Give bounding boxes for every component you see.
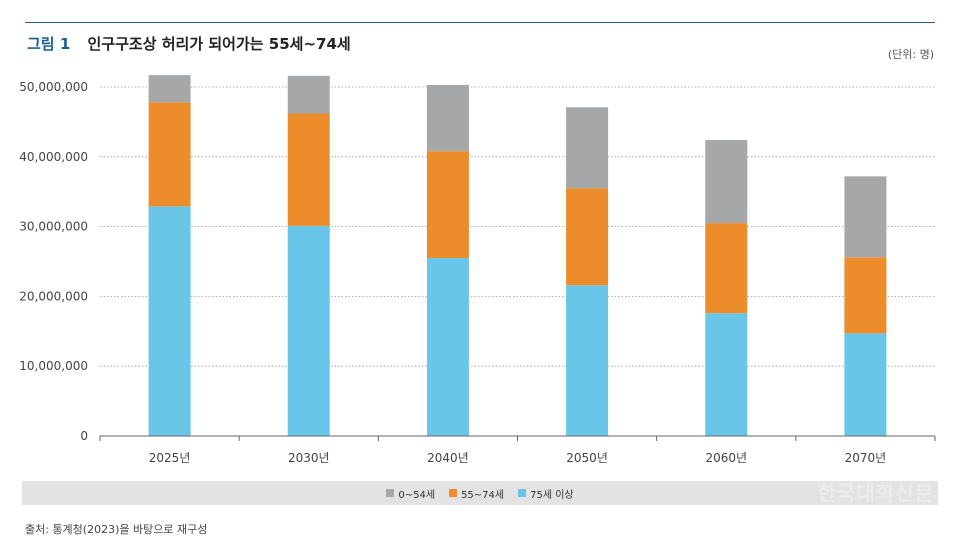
legend-label-0-54: 0~54세 bbox=[398, 489, 436, 501]
bars bbox=[148, 75, 887, 436]
y-tick-label: 20,000,000 bbox=[19, 289, 88, 303]
bar-segment bbox=[705, 223, 748, 314]
bar-segment bbox=[148, 206, 191, 436]
x-tick-label: 2060년 bbox=[705, 451, 747, 465]
y-tick-label: 40,000,000 bbox=[19, 150, 88, 164]
legend-item-0-54: 0~54세 bbox=[386, 486, 435, 501]
x-tick-label: 2050년 bbox=[566, 451, 608, 465]
figure-title-row: 그림 1 인구구조상 허리가 되어가는 55세~74세 bbox=[27, 33, 351, 54]
bar-segment bbox=[566, 107, 609, 189]
bar-segment bbox=[426, 258, 469, 436]
legend-label-75-plus: 75세 이상 bbox=[530, 489, 574, 501]
top-rule bbox=[25, 22, 935, 23]
bar-segment bbox=[287, 113, 330, 226]
x-tick-label: 2070년 bbox=[845, 451, 887, 465]
bar-segment bbox=[426, 84, 469, 152]
x-tick-label: 2025년 bbox=[149, 451, 191, 465]
legend-swatch-0-54 bbox=[386, 489, 395, 497]
legend-swatch-55-74 bbox=[449, 489, 458, 497]
bar-segment bbox=[844, 257, 887, 334]
legend-item-75-plus: 75세 이상 bbox=[518, 486, 574, 501]
x-tick-label: 2040년 bbox=[427, 451, 469, 465]
x-tick-label: 2030년 bbox=[288, 451, 330, 465]
bar-segment bbox=[566, 285, 609, 436]
y-tick-label: 10,000,000 bbox=[19, 359, 88, 373]
figure-title: 인구구조상 허리가 되어가는 55세~74세 bbox=[87, 35, 351, 53]
bar-segment bbox=[287, 225, 330, 436]
legend-label-55-74: 55~74세 bbox=[461, 489, 505, 501]
legend-swatch-75-plus bbox=[518, 489, 527, 497]
y-tick-label: 30,000,000 bbox=[19, 220, 88, 234]
bar-segment bbox=[566, 188, 609, 286]
legend-item-55-74: 55~74세 bbox=[449, 486, 504, 501]
legend: 0~54세 55~74세 75세 이상 bbox=[22, 481, 938, 505]
y-tick-label: 0 bbox=[80, 429, 88, 443]
axes: 0 10,000,000 20,000,000 30,000,000 40,000,00… bbox=[19, 80, 936, 465]
stacked-bar-chart: 0 10,000,000 20,000,000 30,000,000 40,000,00… bbox=[19, 75, 936, 465]
bar-segment bbox=[705, 313, 748, 436]
bar-segment bbox=[148, 75, 191, 103]
y-tick-label: 50,000,000 bbox=[19, 80, 88, 94]
unit-label: (단위: 명) bbox=[887, 48, 934, 61]
legend-bar: 한국대학신문 0~54세 55~74세 75세 이상 bbox=[22, 481, 938, 505]
bar-segment bbox=[844, 176, 887, 258]
watermark: 한국대학신문 bbox=[817, 481, 934, 505]
bar-segment bbox=[705, 140, 748, 224]
bar-segment bbox=[148, 102, 191, 207]
gridlines bbox=[100, 86, 935, 367]
source-note: 출처: 통계청(2023)을 바탕으로 재구성 bbox=[25, 523, 208, 536]
figure-label: 그림 1 bbox=[27, 35, 71, 53]
bar-segment bbox=[844, 333, 887, 436]
bar-segment bbox=[426, 151, 469, 259]
bar-segment bbox=[287, 75, 330, 114]
